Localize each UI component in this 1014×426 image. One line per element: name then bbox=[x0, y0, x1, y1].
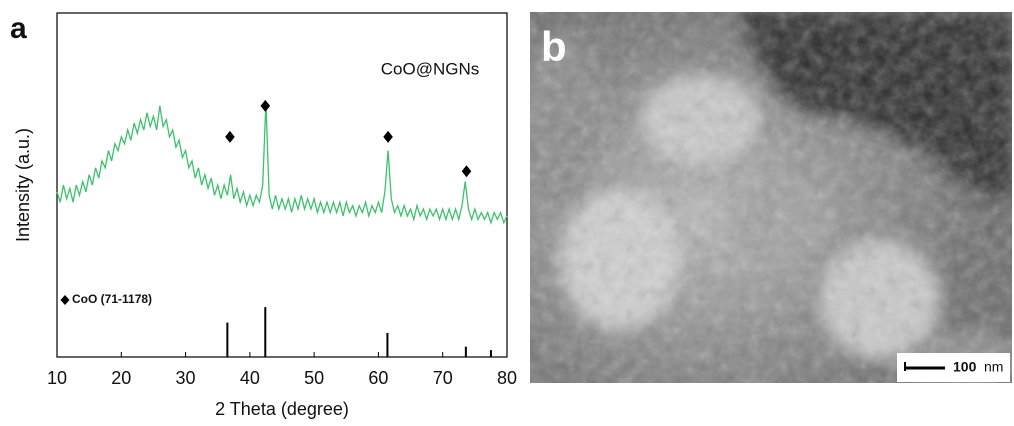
x-tick-label: 10 bbox=[47, 368, 67, 388]
xrd-line bbox=[56, 102, 508, 226]
legend-label: CoO (71-1178) bbox=[72, 292, 152, 306]
panel-label: b bbox=[541, 23, 567, 70]
peak-marker bbox=[461, 165, 472, 178]
x-tick-label: 70 bbox=[433, 368, 453, 388]
y-axis-title: Intensity (a.u.) bbox=[13, 128, 33, 242]
peak-marker bbox=[383, 130, 393, 143]
legend-symbol bbox=[60, 295, 70, 305]
x-tick-label: 20 bbox=[111, 368, 131, 388]
scale-value: 100 bbox=[953, 359, 977, 375]
scale-unit: nm bbox=[984, 359, 1003, 375]
x-tick-label: 30 bbox=[176, 368, 196, 388]
x-tick-label: 40 bbox=[240, 368, 260, 388]
x-tick-label: 80 bbox=[497, 368, 517, 388]
x-axis-title: 2 Theta (degree) bbox=[215, 399, 349, 419]
annotation: CoO@NGNs bbox=[381, 59, 480, 78]
peak-marker bbox=[225, 130, 235, 143]
panel-label: a bbox=[10, 12, 27, 45]
x-tick-label: 50 bbox=[304, 368, 324, 388]
plot-frame bbox=[56, 12, 508, 358]
peak-marker bbox=[260, 99, 271, 112]
sem-image bbox=[530, 12, 1012, 383]
x-tick-label: 60 bbox=[368, 368, 388, 388]
